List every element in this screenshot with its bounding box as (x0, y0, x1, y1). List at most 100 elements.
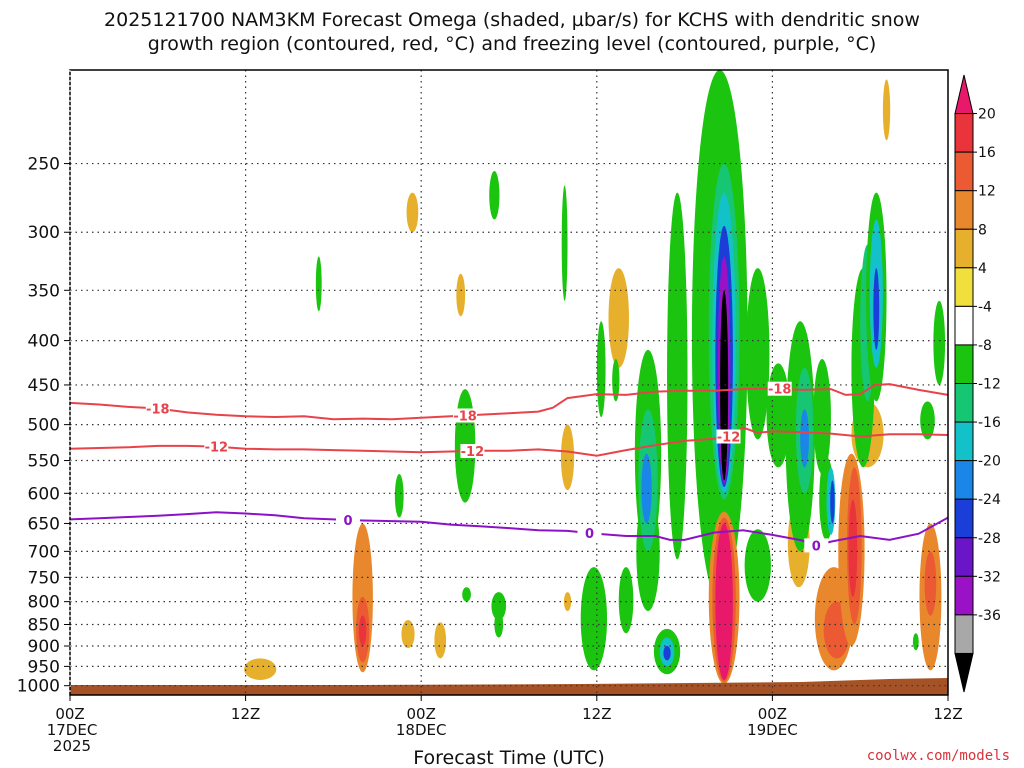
omega-shade-41 (596, 321, 606, 418)
omega-shade-53 (813, 358, 831, 474)
chart-title-line-1: 2025121700 NAM3KM Forecast Omega (shaded… (104, 9, 920, 31)
colorbar-segment (954, 113, 974, 153)
y-tick-label: 950 (28, 657, 60, 677)
contour-label: -18 (453, 409, 477, 424)
contour-label-bg (460, 444, 485, 459)
omega-shade-4 (434, 622, 447, 659)
colorbar-label: -28 (978, 531, 1001, 547)
colorbar-label: 4 (978, 261, 987, 277)
colorbar-segment (954, 344, 974, 384)
omega-shade-7 (456, 273, 466, 317)
omega-shade-17 (924, 551, 937, 616)
x-tick-label: 18DEC (396, 721, 447, 739)
colorbar-label: -24 (978, 492, 1001, 508)
y-tick-label: 300 (28, 223, 60, 243)
omega-shade-30 (667, 192, 688, 560)
gridlines (70, 70, 948, 695)
contour-label-bg (767, 381, 792, 396)
omega-shade-40 (561, 185, 568, 301)
colorbar-label: -32 (978, 569, 1001, 585)
y-tick-label: 900 (28, 637, 60, 657)
colorbar-segment (954, 151, 974, 192)
omega-shade-47 (462, 587, 471, 602)
omega-shade-8 (560, 424, 575, 491)
y-tick-label: 850 (28, 615, 60, 635)
x-tick-label: 2025 (53, 737, 91, 755)
plot-frame (69, 69, 949, 696)
omega-shade-20 (882, 79, 891, 141)
contour-label: -18 (146, 402, 170, 417)
contour-label: -12 (205, 441, 229, 456)
colorbar-top-arrow (954, 74, 974, 115)
y-tick-label: 650 (28, 514, 60, 534)
omega-shade-42 (612, 358, 620, 402)
x-tick-label: 12Z (231, 705, 260, 723)
y-tick-label: 450 (28, 376, 60, 396)
x-tick-label: 00Z (55, 705, 84, 723)
contours: -18 -18 -18 -12 -12 -12 0 0 0 (70, 381, 948, 554)
omega-shade-21 (744, 529, 771, 602)
omega-shade-23 (746, 268, 770, 440)
omega-shade-62 (830, 480, 835, 524)
colorbar-segment (954, 190, 974, 230)
omega-shade-36 (580, 567, 608, 671)
omega-shade-49 (494, 610, 504, 638)
colorbar-segment (954, 267, 974, 307)
x-tick-label: 00Z (758, 705, 787, 723)
colorbar-segment (954, 575, 974, 616)
colorbar-label: -4 (978, 299, 992, 315)
colorbar-segment (954, 614, 974, 654)
x-tick-label: 17DEC (47, 721, 98, 739)
credit-text: coolwx.com/models (866, 748, 1010, 764)
omega-shade-45 (315, 256, 322, 312)
y-tick-label: 1000 (17, 677, 60, 697)
colorbar-label: 16 (978, 145, 996, 161)
contour-label-bg (145, 401, 170, 416)
colorbar-label: -12 (978, 377, 1001, 393)
contour-label-bg (453, 408, 478, 423)
contour-label-bg (716, 429, 741, 444)
contour-label-bg (577, 526, 602, 541)
contour-label: -12 (461, 445, 485, 460)
omega-shade-59 (873, 268, 880, 350)
contour-label: -18 (768, 383, 792, 398)
omega-shade-15 (848, 499, 858, 597)
omega-shade-34 (663, 646, 671, 661)
omega-shade-39 (641, 453, 652, 524)
omega-shade-5 (244, 658, 277, 681)
colorbar-label: 12 (978, 184, 996, 200)
colorbar-segment (954, 460, 974, 500)
omega-shading (244, 70, 946, 684)
colorbar-segment (954, 498, 974, 539)
contour-label: 0 (344, 514, 353, 529)
colorbar-segment (954, 537, 974, 577)
contour-label-bg (204, 439, 229, 454)
omega-shade-10 (563, 592, 572, 611)
x-tick-label: 00Z (407, 705, 436, 723)
omega-shade-2 (359, 615, 367, 647)
omega-shade-29 (720, 290, 729, 481)
y-tick-label: 550 (28, 452, 60, 472)
x-tick-label: 12Z (933, 705, 962, 723)
colorbar-label: -20 (978, 454, 1001, 470)
colorbar-bottom-arrow (954, 652, 974, 693)
omega-shade-65 (912, 633, 919, 651)
omega-shade-68 (715, 523, 733, 681)
y-tick-label: 500 (28, 416, 60, 436)
colorbar-segment (954, 421, 974, 462)
ground-terrain (70, 678, 948, 695)
contour-label-bg (804, 538, 829, 553)
colorbar-label: -36 (978, 608, 1001, 624)
colorbar-label: 8 (978, 222, 987, 238)
contour-label-bg (336, 512, 361, 527)
omega-shade-3 (401, 620, 415, 649)
y-tick-label: 750 (28, 568, 60, 588)
x-axis-label: Forecast Time (UTC) (413, 747, 604, 768)
omega-shade-63 (920, 401, 935, 440)
omega-shade-6 (406, 192, 419, 233)
colorbar-segment (954, 228, 974, 269)
contour-label: 0 (585, 527, 594, 542)
colorbar-label: 20 (978, 107, 996, 123)
y-tick-label: 250 (28, 155, 60, 175)
